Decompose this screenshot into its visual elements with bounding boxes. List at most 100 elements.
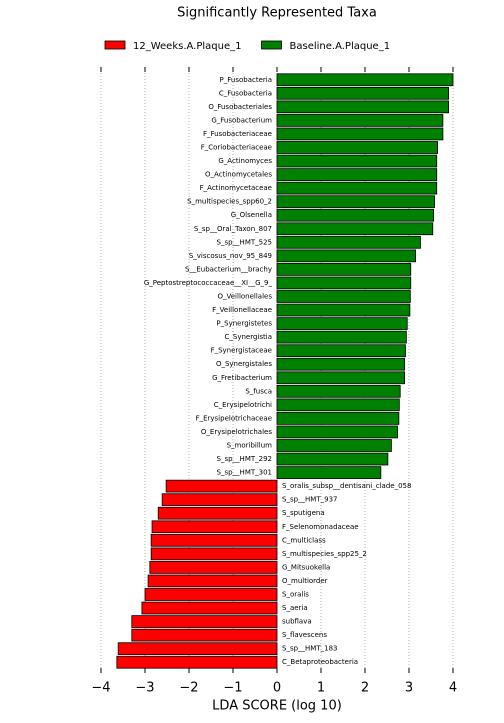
bar bbox=[276, 412, 400, 425]
category-label: S_multispecies_spp60_2 bbox=[187, 198, 272, 206]
bar bbox=[276, 290, 411, 303]
x-tick-label: −3 bbox=[135, 681, 154, 696]
bar bbox=[276, 114, 444, 127]
legend-swatch bbox=[261, 40, 282, 50]
bar bbox=[276, 222, 434, 236]
bar bbox=[276, 181, 438, 195]
category-label: O_Fusobacteriales bbox=[208, 103, 272, 111]
category-label: S_sp__Oral_Taxon_807 bbox=[194, 225, 272, 233]
bar bbox=[131, 615, 278, 628]
category-label: S_fusca bbox=[245, 387, 272, 395]
bar bbox=[141, 601, 278, 615]
category-label: O_Erysipelotrichales bbox=[201, 428, 272, 436]
category-label: G_Mitsuokella bbox=[282, 563, 330, 571]
x-tick-label: 2 bbox=[361, 681, 369, 696]
category-label: G_Peptostreptococcaceae__XI__G_9_ bbox=[144, 279, 273, 287]
category-label: S_sp__HMT_525 bbox=[217, 238, 272, 246]
category-label: S_oralis bbox=[282, 591, 309, 599]
bar bbox=[276, 276, 412, 290]
bar bbox=[147, 574, 278, 588]
bar bbox=[150, 533, 278, 547]
bar bbox=[144, 588, 278, 601]
category-label: S_flavescens bbox=[282, 631, 327, 639]
bar bbox=[131, 628, 278, 642]
chart-title: Significantly Represented Taxa bbox=[177, 6, 377, 21]
bar bbox=[161, 493, 278, 507]
category-label: O_multiorder bbox=[282, 577, 328, 585]
bar bbox=[276, 141, 439, 154]
x-tick-label: 4 bbox=[449, 681, 457, 696]
bar bbox=[276, 317, 408, 330]
bar bbox=[276, 357, 405, 371]
bar bbox=[117, 642, 278, 656]
category-label: C_Fusobacteria bbox=[219, 89, 272, 97]
bar bbox=[276, 425, 398, 439]
bar bbox=[276, 398, 400, 412]
category-label: G_Fretibacterium bbox=[212, 374, 272, 382]
category-label: S_moribillum bbox=[227, 442, 273, 450]
category-label: F_Actinomycetaceae bbox=[200, 184, 272, 192]
category-label: S_viscosus_nov_95_849 bbox=[189, 252, 272, 260]
bar bbox=[276, 235, 421, 249]
bar bbox=[276, 127, 444, 141]
bar bbox=[276, 452, 389, 466]
bar bbox=[150, 547, 278, 561]
bar bbox=[276, 208, 435, 222]
bar bbox=[276, 330, 407, 344]
bar bbox=[149, 561, 278, 574]
category-label: G_Olsenella bbox=[231, 211, 272, 219]
category-label: F_Synergistaceae bbox=[211, 347, 272, 355]
bar bbox=[276, 100, 450, 114]
legend-label: Baseline.A.Plaque_1 bbox=[290, 41, 391, 52]
bar bbox=[276, 154, 438, 168]
category-label: C_multiclass bbox=[282, 536, 326, 544]
category-label: O_Synergistales bbox=[216, 360, 272, 368]
bar bbox=[276, 249, 417, 263]
x-tick-label: 1 bbox=[317, 681, 325, 696]
category-label: S_aeria bbox=[282, 604, 308, 612]
category-label: S_sputigena bbox=[282, 509, 325, 517]
bar bbox=[276, 466, 382, 479]
bar bbox=[276, 303, 411, 317]
bar bbox=[276, 263, 412, 276]
x-axis-label: LDA SCORE (log 10) bbox=[212, 699, 342, 714]
category-label: F_Coriobacteriaceae bbox=[201, 144, 272, 152]
category-label: O_Veillonellales bbox=[218, 293, 273, 301]
category-label: O_Actinomycetales bbox=[205, 171, 272, 179]
bar bbox=[276, 344, 406, 358]
x-tick-label: −4 bbox=[91, 681, 110, 696]
bar bbox=[157, 506, 278, 520]
category-label: S_sp__HMT_292 bbox=[217, 455, 272, 463]
category-label: C_Synergistia bbox=[225, 333, 273, 341]
category-label: F_Selenomonadaceae bbox=[282, 523, 359, 531]
bar bbox=[276, 384, 401, 398]
category-label: F_Veillonellaceae bbox=[212, 306, 272, 314]
category-label: S_oralis_subsp__dentisani_clade_058 bbox=[282, 482, 411, 490]
category-label: F_Erysipelotrichaceae bbox=[196, 414, 272, 422]
x-tick-label: −1 bbox=[223, 681, 242, 696]
category-label: S__Eubacterium__brachy bbox=[185, 265, 272, 273]
category-label: F_Fusobacteriaceae bbox=[203, 130, 272, 138]
x-tick-label: 0 bbox=[273, 681, 281, 696]
category-label: P_Synergistetes bbox=[216, 320, 272, 328]
category-label: S_sp__HMT_937 bbox=[282, 496, 337, 504]
bar bbox=[151, 520, 278, 534]
bar bbox=[276, 73, 454, 87]
category-label: subflava bbox=[282, 618, 312, 626]
category-label: S_sp__HMT_183 bbox=[282, 645, 337, 653]
x-tick-label: −2 bbox=[179, 681, 198, 696]
bar bbox=[276, 168, 438, 181]
legend-swatch bbox=[104, 40, 126, 50]
x-tick-label: 3 bbox=[405, 681, 413, 696]
legend-label: 12_Weeks.A.Plaque_1 bbox=[133, 41, 242, 52]
bar bbox=[276, 86, 450, 100]
bar bbox=[276, 371, 405, 385]
bar bbox=[116, 655, 278, 669]
category-label: P_Fusobacteria bbox=[220, 76, 272, 84]
category-label: C_Betaproteobacteria bbox=[282, 658, 358, 666]
bar bbox=[276, 195, 435, 209]
bar bbox=[165, 479, 278, 493]
category-label: S_sp__HMT_301 bbox=[217, 469, 272, 477]
category-label: G_Actinomyces bbox=[218, 157, 272, 165]
